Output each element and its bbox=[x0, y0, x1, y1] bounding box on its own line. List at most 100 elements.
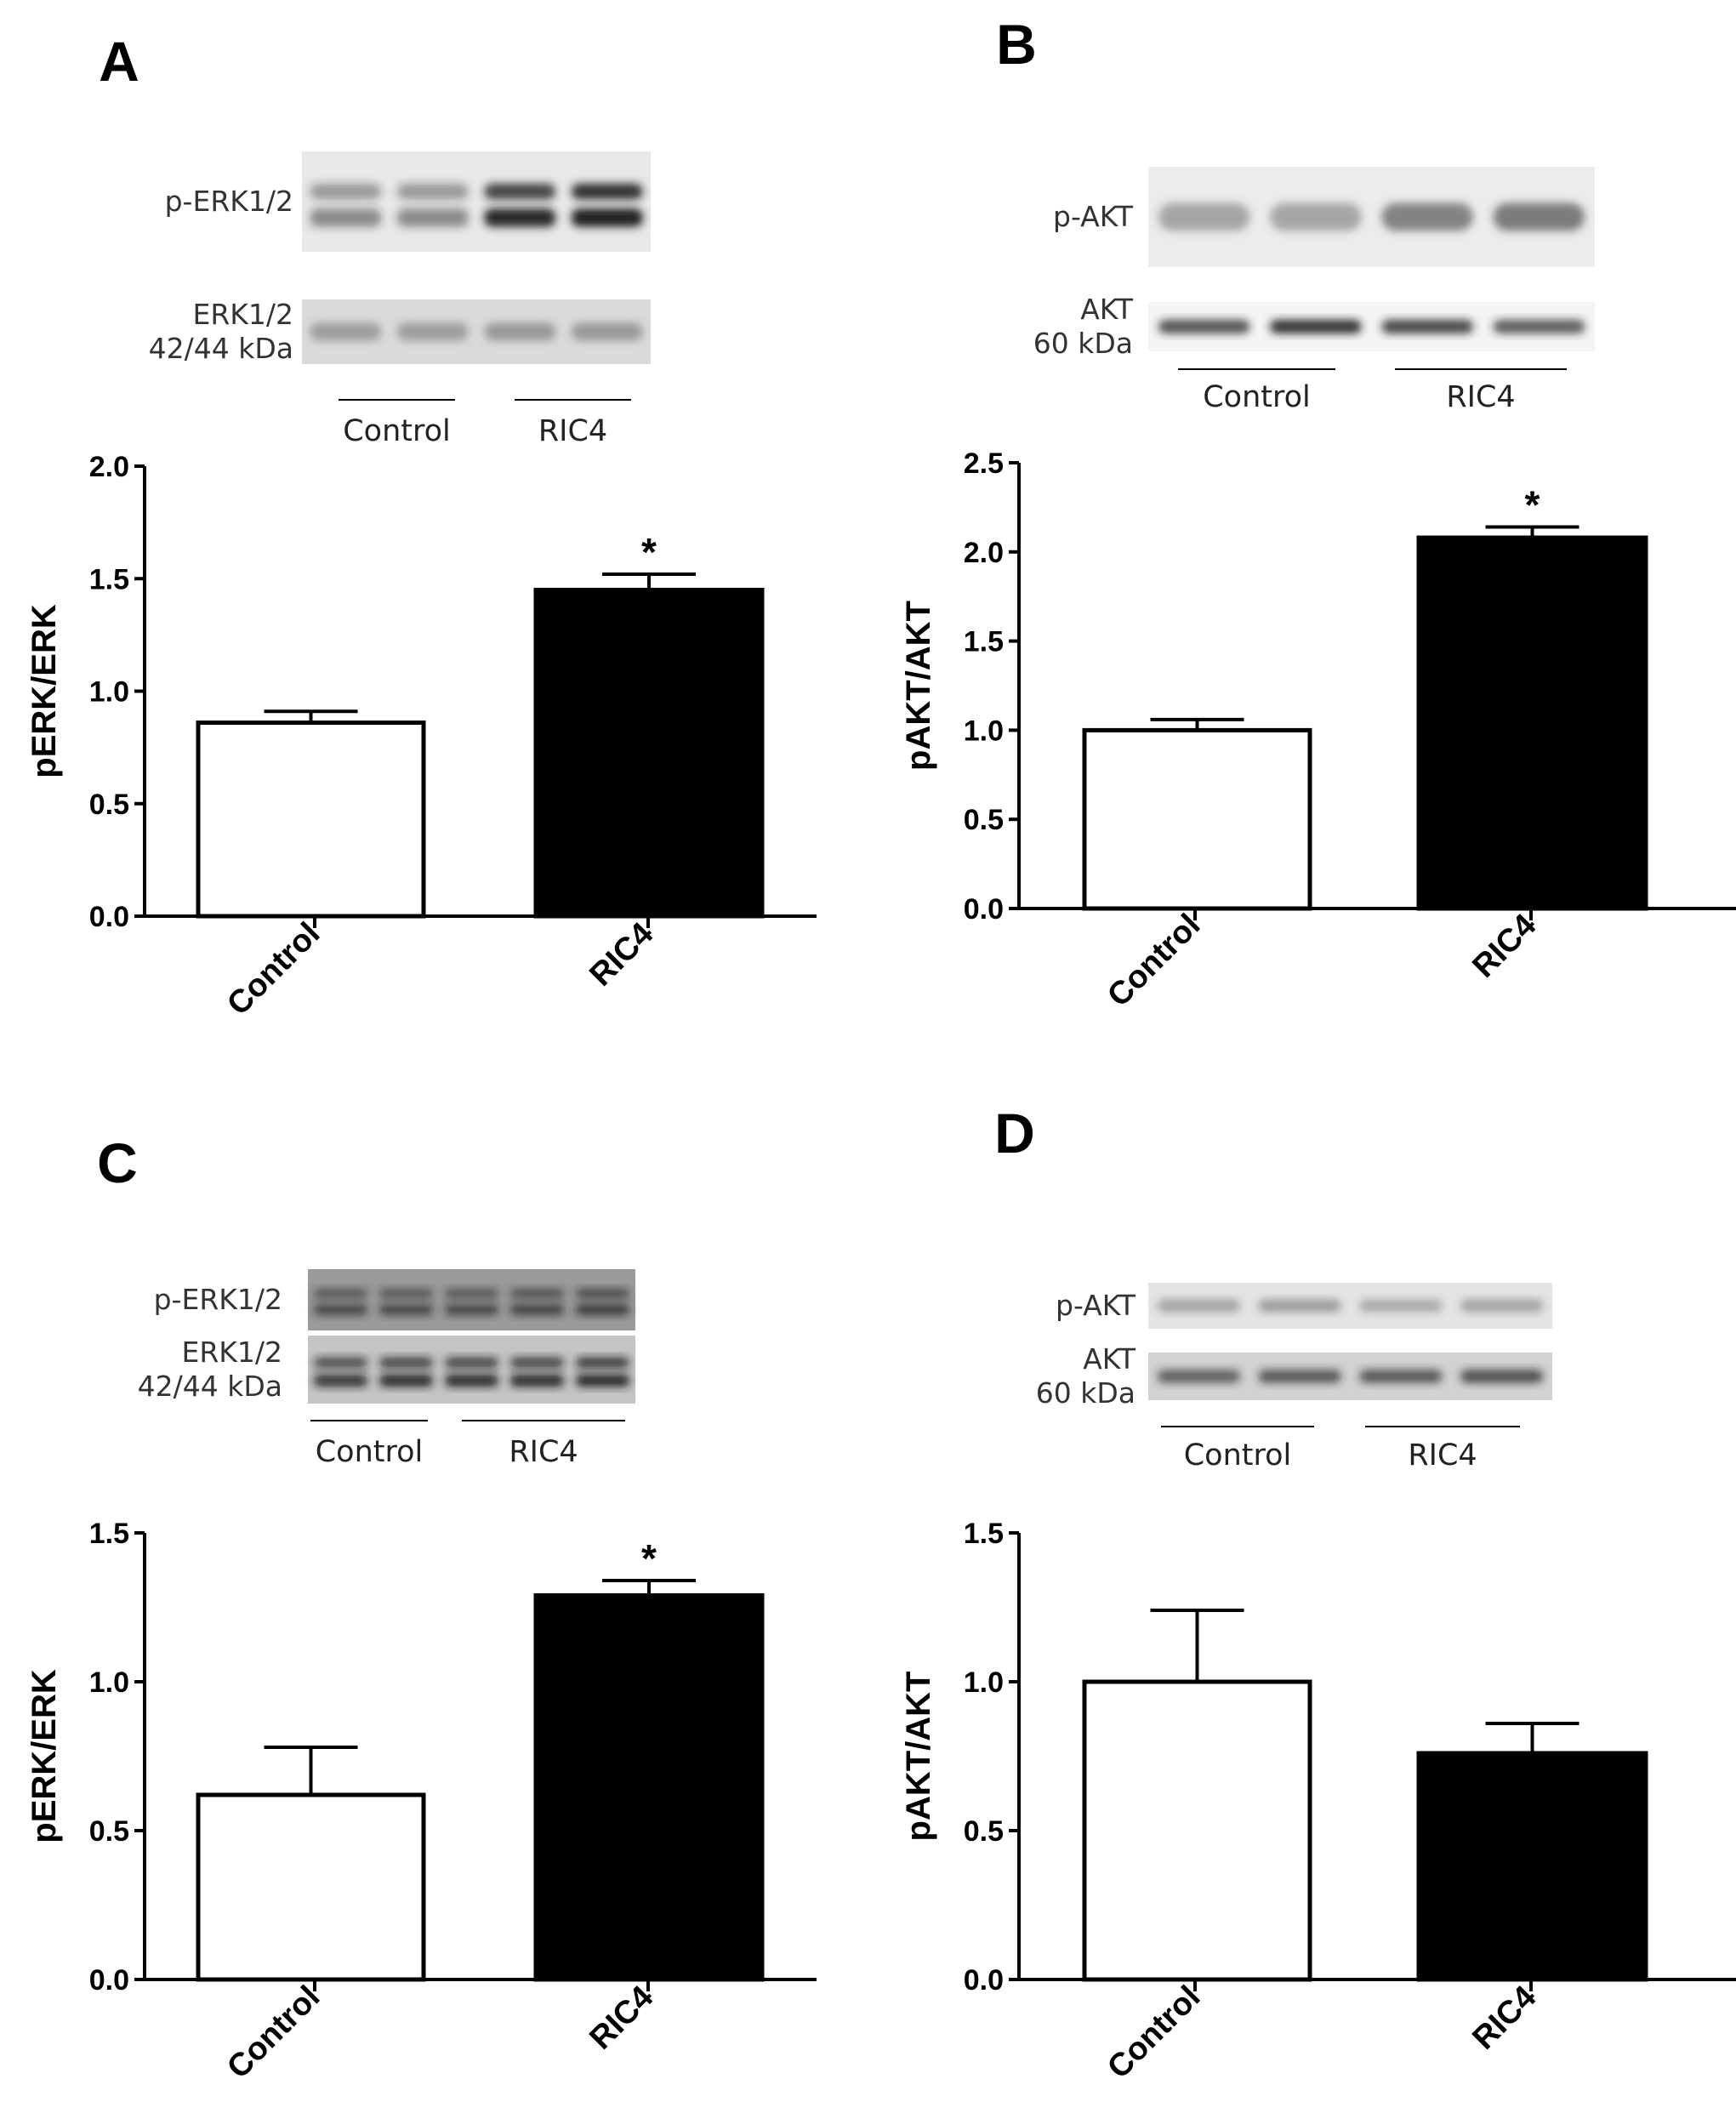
blot-band bbox=[509, 1357, 565, 1369]
blot-band bbox=[484, 183, 556, 200]
y-tick-label: 2.0 bbox=[89, 451, 129, 483]
blot-label: 60 kDa bbox=[1036, 1376, 1136, 1410]
blot-band bbox=[1493, 319, 1585, 334]
bar bbox=[1082, 727, 1312, 911]
blot-band bbox=[313, 1303, 368, 1316]
y-tick-label: 0.5 bbox=[89, 1815, 129, 1848]
panel-letter: A bbox=[99, 30, 139, 93]
blot-band bbox=[1258, 1299, 1341, 1313]
blot-band bbox=[313, 1374, 368, 1387]
y-tick-label: 0.0 bbox=[964, 1964, 1004, 1997]
bar bbox=[1082, 1679, 1312, 1982]
blot-band bbox=[1270, 202, 1362, 231]
y-tick-label: 0.5 bbox=[964, 1815, 1004, 1848]
blot-band bbox=[509, 1303, 565, 1316]
y-tick-label: 1.5 bbox=[89, 1518, 129, 1550]
blot-band bbox=[1158, 319, 1250, 334]
panel-letter: C bbox=[97, 1131, 138, 1194]
y-tick-label: 2.0 bbox=[964, 537, 1004, 569]
bar bbox=[533, 587, 765, 919]
y-tick-label: 0.0 bbox=[89, 1964, 129, 1997]
blot-band bbox=[1258, 1370, 1341, 1383]
y-tick-label: 1.0 bbox=[964, 715, 1004, 747]
blot-row: p-ERK1/2 bbox=[154, 1269, 635, 1330]
blot-band bbox=[1270, 319, 1362, 334]
blot-band bbox=[1157, 1370, 1241, 1383]
blot-band bbox=[1381, 202, 1473, 231]
significance-marker: * bbox=[641, 530, 657, 574]
blot-label: p-ERK1/2 bbox=[165, 185, 293, 218]
blot-label: ERK1/2 bbox=[181, 1336, 282, 1369]
blot-band bbox=[444, 1357, 499, 1369]
bar bbox=[533, 1593, 765, 1982]
blot-band bbox=[571, 208, 643, 227]
blot-label: AKT bbox=[1083, 1342, 1136, 1376]
blot-label: 42/44 kDa bbox=[149, 332, 293, 365]
panel-letter: D bbox=[994, 1102, 1035, 1165]
blot-band bbox=[575, 1303, 630, 1316]
blot-band bbox=[1460, 1370, 1544, 1383]
bar bbox=[1416, 535, 1648, 911]
y-tick-label: 1.0 bbox=[964, 1666, 1004, 1699]
blot-band bbox=[1157, 1299, 1241, 1313]
blot-band bbox=[379, 1357, 434, 1369]
group-label: Control bbox=[1203, 380, 1311, 414]
y-axis-title: pAKT/AKT bbox=[900, 601, 937, 771]
y-axis-title: pERK/ERK bbox=[26, 1669, 63, 1843]
y-tick-label: 1.0 bbox=[89, 1666, 129, 1699]
blot-band bbox=[379, 1289, 434, 1299]
x-tick-label: Control bbox=[220, 1979, 327, 2086]
group-label: RIC4 bbox=[1446, 380, 1515, 414]
y-tick-label: 1.5 bbox=[964, 1518, 1004, 1550]
blot-band bbox=[396, 183, 469, 200]
blot-label: p-AKT bbox=[1056, 1289, 1136, 1322]
blot-band bbox=[571, 322, 643, 341]
group-label: RIC4 bbox=[509, 1435, 578, 1469]
blot-band bbox=[444, 1374, 499, 1387]
y-tick-label: 2.5 bbox=[964, 447, 1004, 480]
blot-row: p-AKT bbox=[1056, 1283, 1552, 1329]
blot-label: p-AKT bbox=[1053, 200, 1134, 233]
y-tick-label: 0.0 bbox=[89, 901, 129, 933]
blot-row: p-ERK1/2 bbox=[165, 151, 651, 252]
group-label: RIC4 bbox=[538, 414, 607, 448]
y-tick-label: 0.5 bbox=[964, 804, 1004, 836]
blot-band bbox=[484, 322, 556, 341]
blot-band bbox=[575, 1374, 630, 1387]
blot-label: ERK1/2 bbox=[192, 298, 293, 331]
y-tick-label: 1.5 bbox=[964, 626, 1004, 658]
x-tick-label: Control bbox=[220, 916, 327, 1022]
blot-band bbox=[1158, 202, 1250, 231]
blot-band bbox=[444, 1303, 499, 1316]
blot-band bbox=[1493, 202, 1585, 231]
significance-marker: * bbox=[1525, 482, 1540, 527]
x-tick-label: Control bbox=[1101, 1979, 1207, 2086]
blot-band bbox=[310, 322, 382, 341]
blot-band bbox=[379, 1374, 434, 1387]
blot-band bbox=[310, 208, 382, 227]
y-tick-label: 1.5 bbox=[89, 563, 129, 595]
panel-letter: B bbox=[996, 13, 1037, 76]
blot-label: 42/44 kDa bbox=[138, 1370, 282, 1403]
bar bbox=[196, 1792, 426, 1982]
blot-label: 60 kDa bbox=[1033, 327, 1133, 360]
blot-band bbox=[313, 1289, 368, 1299]
panel-c: Cp-ERK1/2 ERK1/242/44 kDa Control RIC4 0.0 0.… bbox=[26, 1131, 817, 2086]
blot-band bbox=[1359, 1299, 1443, 1313]
blot-band bbox=[444, 1289, 499, 1299]
group-label: RIC4 bbox=[1408, 1438, 1477, 1472]
group-label: Control bbox=[343, 414, 451, 448]
bar bbox=[196, 721, 426, 919]
blot-band bbox=[571, 183, 643, 200]
blot-label: AKT bbox=[1080, 293, 1134, 326]
blot-band bbox=[396, 322, 469, 341]
blot-band bbox=[310, 183, 382, 200]
y-tick-label: 0.5 bbox=[89, 789, 129, 821]
blot-band bbox=[1359, 1370, 1443, 1383]
blot-band bbox=[575, 1289, 630, 1299]
